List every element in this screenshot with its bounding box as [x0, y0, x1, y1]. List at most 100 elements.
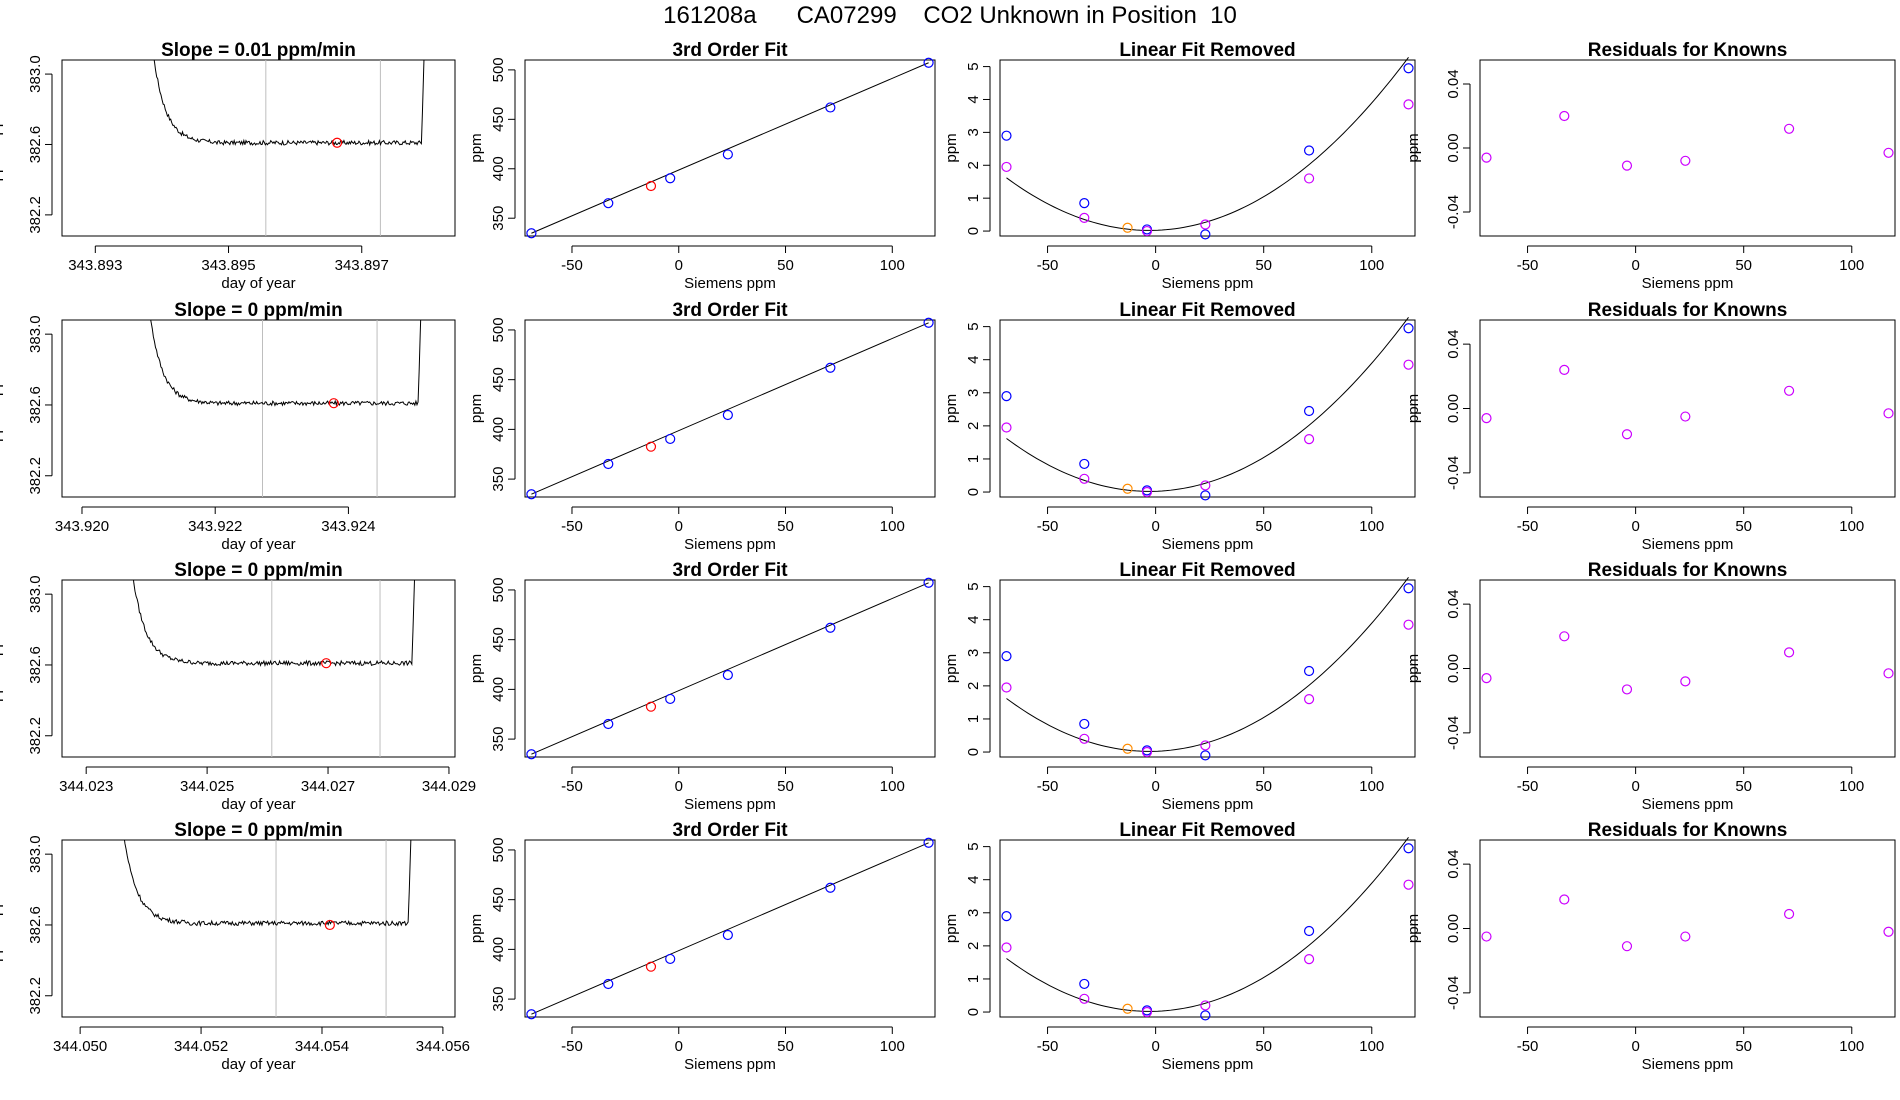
- res-point-2-1: [1559, 631, 1570, 642]
- lin-known-point-1-4: [1303, 405, 1315, 417]
- trace-x-tick-label-0-1: 343.895: [201, 257, 255, 274]
- fit-x-tick-label-3-2: 50: [777, 1038, 794, 1055]
- lin-known-point-3-5: [1403, 843, 1414, 854]
- lin-title-2: Linear Fit Removed: [1119, 560, 1295, 581]
- lin-y-tick-label-0-1: 1: [965, 194, 982, 202]
- res-point-3-4: [1783, 908, 1795, 920]
- trace-line-0: [153, 60, 425, 147]
- fit-known-point-0-2: [665, 173, 676, 184]
- res-title-2: Residuals for Knowns: [1588, 560, 1788, 581]
- lin-known-point-3-3: [1200, 1010, 1211, 1021]
- lin-alt-point-2-4: [1303, 694, 1315, 705]
- res-point-2-4: [1783, 647, 1795, 658]
- res-x-tick-label-1-0: -50: [1517, 518, 1539, 535]
- lin-alt-point-3-1: [1079, 993, 1090, 1004]
- fit-x-tick-label-2-2: 50: [777, 778, 794, 795]
- fit-y-tick-label-2-3: 500: [490, 577, 507, 602]
- lin-y-axis-label-0: ppm: [943, 133, 960, 162]
- fit-known-point-3-3: [722, 929, 733, 941]
- trace-title-3: Slope = 0 ppm/min: [174, 820, 342, 841]
- trace-line-2: [132, 580, 415, 668]
- fit-x-tick-label-3-1: 0: [675, 1038, 683, 1055]
- fit-y-axis-label-1: ppm: [468, 394, 485, 423]
- fit-y-axis-label-2: ppm: [468, 654, 485, 683]
- lin-x-axis-label-3: Siemens ppm: [1162, 1056, 1254, 1073]
- trace-x-axis-label-1: day of year: [221, 536, 295, 553]
- fit-unknown-point-3: [645, 961, 657, 972]
- lin-alt-point-1-4: [1303, 434, 1315, 445]
- res-point-1-2: [1621, 429, 1633, 440]
- fit-x-axis-label-0: Siemens ppm: [684, 275, 776, 292]
- trace-frame-3: [61, 839, 456, 1018]
- res-y-tick-label-2-2: 0.04: [1445, 590, 1462, 619]
- res-y-tick-label-1-0: -0.04: [1445, 456, 1462, 490]
- trace-y-tick-label-1-1: 382.6: [27, 386, 44, 424]
- lin-y-tick-label-0-5: 5: [965, 62, 982, 70]
- lin-alt-point-1-5: [1403, 359, 1414, 370]
- lin-alt-point-3-0: [1001, 942, 1012, 953]
- page-title: 161208a CA07299 CO2 Unknown in Position …: [663, 2, 1237, 29]
- fit-curve-1: [531, 322, 929, 495]
- lin-alt-point-2-0: [1001, 682, 1012, 693]
- fit-title-0: 3rd Order Fit: [672, 40, 788, 61]
- lin-y-tick-label-3-1: 1: [965, 975, 982, 983]
- fit-unknown-point-2: [645, 701, 657, 712]
- fit-y-tick-label-0-0: 350: [490, 206, 507, 231]
- lin-known-point-1-1: [1079, 458, 1090, 470]
- trace-x-tick-label-3-3: 344.056: [416, 1038, 470, 1055]
- res-x-tick-label-0-2: 50: [1735, 257, 1752, 274]
- lin-x-tick-label-2-0: -50: [1037, 778, 1059, 795]
- fit-y-tick-label-1-1: 400: [490, 417, 507, 442]
- lin-alt-point-0-2: [1141, 225, 1153, 237]
- lin-alt-point-1-3: [1200, 480, 1211, 491]
- lin-x-tick-label-1-1: 0: [1151, 518, 1159, 535]
- lin-unknown-point-1: [1122, 483, 1133, 494]
- lin-x-tick-label-2-3: 100: [1359, 778, 1384, 795]
- lin-x-tick-label-3-1: 0: [1151, 1038, 1159, 1055]
- fit-known-point-0-1: [603, 198, 614, 209]
- lin-y-axis-label-2: ppm: [943, 654, 960, 683]
- res-x-tick-label-1-3: 100: [1839, 518, 1864, 535]
- trace-title-1: Slope = 0 ppm/min: [174, 300, 342, 321]
- lin-known-point-2-3: [1200, 750, 1211, 761]
- trace-unknown-point-3: [324, 919, 335, 931]
- lin-x-tick-label-3-3: 100: [1359, 1038, 1384, 1055]
- res-x-tick-label-2-1: 0: [1631, 778, 1639, 795]
- res-point-2-0: [1481, 673, 1492, 684]
- trace-x-tick-label-1-2: 343.924: [321, 518, 375, 535]
- lin-y-tick-label-1-1: 1: [965, 455, 982, 463]
- lin-y-axis-label-3: ppm: [943, 914, 960, 943]
- lin-known-point-0-4: [1303, 145, 1315, 156]
- lin-y-tick-label-2-4: 4: [965, 616, 982, 624]
- lin-x-tick-label-1-2: 50: [1255, 518, 1272, 535]
- fit-y-tick-label-2-0: 350: [490, 727, 507, 752]
- res-title-3: Residuals for Knowns: [1588, 820, 1788, 841]
- fit-x-tick-label-2-1: 0: [675, 778, 683, 795]
- trace-x-tick-label-0-0: 343.893: [68, 257, 122, 274]
- fit-known-point-2-5: [923, 577, 934, 588]
- trace-x-axis-label-3: day of year: [221, 1056, 295, 1073]
- lin-frame-0: [999, 59, 1416, 237]
- fit-curve-2: [531, 582, 929, 755]
- res-y-tick-label-3-1: 0.00: [1445, 914, 1462, 943]
- lin-x-axis-label-0: Siemens ppm: [1162, 275, 1254, 292]
- res-y-tick-label-2-1: 0.00: [1445, 654, 1462, 683]
- lin-known-point-2-5: [1403, 583, 1414, 594]
- lin-frame-2: [999, 579, 1416, 758]
- res-point-0-5: [1883, 147, 1894, 158]
- trace-line-3: [123, 840, 412, 928]
- res-y-tick-label-0-0: -0.04: [1445, 195, 1462, 229]
- fit-known-point-2-3: [722, 669, 733, 681]
- res-x-tick-label-1-1: 0: [1631, 518, 1639, 535]
- res-x-tick-label-0-3: 100: [1839, 257, 1864, 274]
- fit-x-tick-label-1-3: 100: [880, 518, 905, 535]
- res-y-tick-label-1-2: 0.04: [1445, 330, 1462, 359]
- fit-curve-0: [531, 62, 929, 234]
- trace-x-tick-label-1-0: 343.920: [55, 518, 109, 535]
- lin-known-point-3-1: [1079, 978, 1090, 990]
- lin-x-tick-label-0-3: 100: [1359, 257, 1384, 274]
- fit-frame-0: [524, 59, 936, 237]
- res-frame-3: [1479, 839, 1896, 1018]
- lin-y-tick-label-3-0: 0: [965, 1008, 982, 1016]
- trace-title-0: Slope = 0.01 ppm/min: [161, 40, 356, 61]
